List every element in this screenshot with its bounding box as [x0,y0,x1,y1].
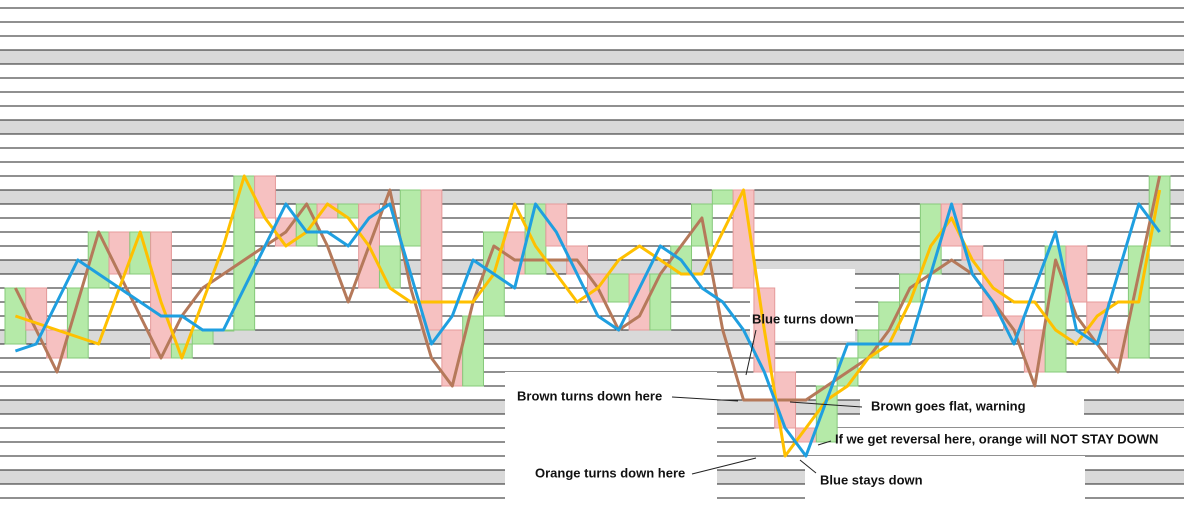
mask [505,372,717,500]
annotation: Brown goes flat, warning [871,398,1026,413]
band [0,330,1184,344]
leader [745,329,757,376]
leader [799,459,817,474]
mask [805,456,1085,500]
brick [254,175,276,219]
annotation: Blue stays down [820,472,923,487]
brick [66,287,89,359]
brick [545,203,568,247]
mask [860,396,1084,418]
brick [337,203,360,219]
brick [711,189,734,205]
band [0,50,1184,64]
annotation: If we get reversal here, orange will NOT… [835,431,1158,446]
brick [295,203,318,247]
brick [191,329,214,345]
series-line [14,175,1162,402]
leader [817,440,832,446]
series-line [14,202,1161,458]
leader [691,457,757,475]
brick [150,231,172,359]
brick [378,245,401,289]
annotation: Blue turns down [752,311,854,326]
band [0,120,1184,134]
annotation: Orange turns down here [535,465,685,480]
band [0,190,1184,204]
brick [607,273,630,303]
brick [649,273,672,331]
brick [420,189,443,331]
annotation: Brown turns down here [517,388,662,403]
band [0,260,1184,274]
brick [462,315,484,387]
mask [830,428,1184,454]
brick [399,189,422,247]
leader [789,401,863,408]
leader [671,396,739,402]
